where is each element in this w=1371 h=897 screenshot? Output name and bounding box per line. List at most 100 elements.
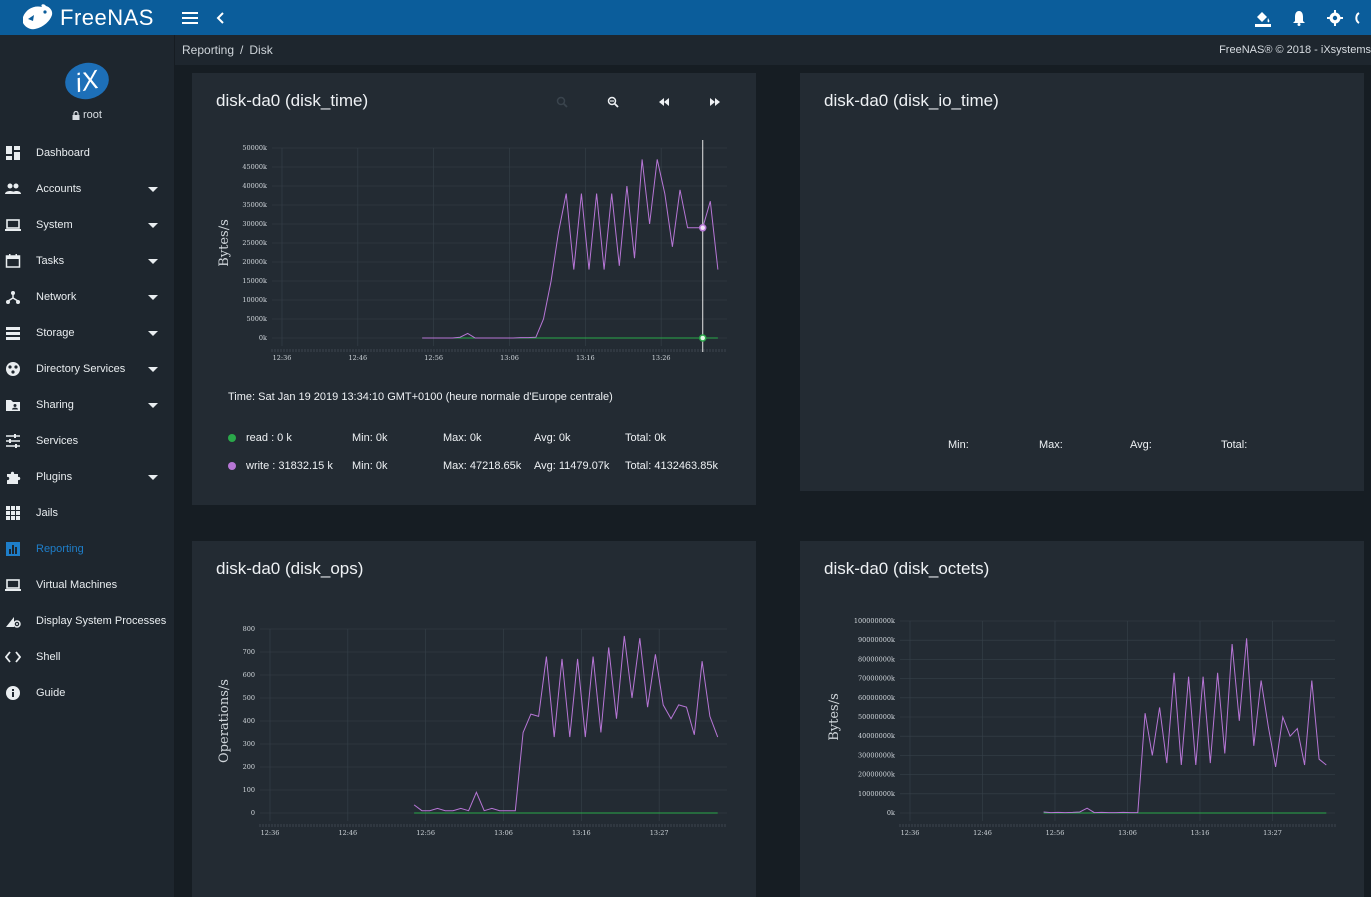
- y-tick-label: 300: [243, 740, 255, 748]
- sidebar-item-label: Plugins: [36, 471, 73, 483]
- sidebar-item-label: Tasks: [36, 255, 65, 267]
- sidebar-item-directory-services[interactable]: Directory Services: [0, 351, 174, 387]
- info-icon: [4, 684, 22, 702]
- card-disk-octets: disk-da0 (disk_octets) 0k 10000000k 200000…: [800, 541, 1364, 897]
- chevron-down-icon: [148, 223, 158, 228]
- sidebar-item-plugins[interactable]: Plugins: [0, 459, 174, 495]
- y-tick-label: 100000000k: [854, 617, 895, 625]
- sidebar-item-label: Dashboard: [36, 147, 90, 159]
- card-title: disk-da0 (disk_io_time): [824, 91, 999, 110]
- io-time-min: Min:: [948, 439, 969, 451]
- y-tick-label: 40000k: [242, 182, 267, 190]
- chevron-down-icon: [148, 187, 158, 192]
- zoom-in-icon[interactable]: [536, 93, 587, 111]
- x-tick-label: 12:36: [261, 829, 280, 837]
- x-tick-label: 13:16: [1191, 829, 1210, 837]
- zoom-out-icon[interactable]: [587, 93, 638, 111]
- gear-icon[interactable]: [1317, 0, 1353, 35]
- rewind-icon[interactable]: [638, 93, 689, 111]
- current-user[interactable]: root: [72, 109, 102, 121]
- y-tick-label: 10000000k: [858, 790, 895, 798]
- sidebar-item-label: Jails: [36, 507, 59, 519]
- sidebar-item-label: Directory Services: [36, 363, 126, 375]
- menu-icon[interactable]: [175, 0, 205, 35]
- sidebar-item-system[interactable]: System: [0, 207, 174, 243]
- disk-time-chart[interactable]: 0k 5000k 10000k 15000k 20000k 25000k 30000k 350…: [212, 133, 742, 378]
- y-axis-label: Bytes/s: [217, 219, 232, 267]
- sidebar-item-network[interactable]: Network: [0, 279, 174, 315]
- sidebar-item-tasks[interactable]: Tasks: [0, 243, 174, 279]
- freenas-logo[interactable]: FreeNAS: [0, 0, 175, 35]
- fast-forward-icon[interactable]: [689, 93, 740, 111]
- y-tick-label: 20000000k: [858, 771, 895, 779]
- y-axis-label: Operations/s: [217, 679, 232, 763]
- chart-tools: [536, 93, 740, 111]
- sidebar-item-label: Reporting: [36, 543, 84, 555]
- y-tick-label: 35000k: [242, 201, 267, 209]
- legend-read-min: Min: 0k: [352, 432, 388, 444]
- legend-read-max: Max: 0k: [443, 432, 482, 444]
- ixsystems-logo: iX: [61, 58, 113, 104]
- sidebar-item-display-system-processes[interactable]: Display System Processes: [0, 603, 174, 639]
- x-tick-label: 12:46: [338, 829, 357, 837]
- y-tick-label: 10000k: [242, 296, 267, 304]
- lock-icon: [72, 110, 80, 120]
- io-time-total: Total:: [1221, 439, 1248, 451]
- sidebar-item-label: Storage: [36, 327, 75, 339]
- sidebar-item-shell[interactable]: Shell: [0, 639, 174, 675]
- chevron-down-icon: [148, 331, 158, 336]
- card-title: disk-da0 (disk_ops): [216, 559, 364, 578]
- dashboard-icon: [4, 144, 22, 162]
- series-line-write: [1043, 638, 1327, 814]
- x-tick-label: 12:46: [973, 829, 992, 837]
- sidebar-item-label: Services: [36, 435, 79, 447]
- y-axis-label: Bytes/s: [827, 693, 842, 741]
- disk-octets-chart[interactable]: 0k 10000000k 20000000k 30000000k 40000000k 50…: [820, 601, 1350, 851]
- user-name: root: [83, 109, 102, 121]
- sidebar-item-jails[interactable]: Jails: [0, 495, 174, 531]
- breadcrumb: Reporting / Disk: [175, 35, 1371, 65]
- y-tick-label: 0k: [887, 809, 895, 817]
- sidebar-item-label: Shell: [36, 651, 61, 663]
- y-tick-label: 15000k: [242, 277, 267, 285]
- x-tick-label: 12:36: [901, 829, 920, 837]
- hover-time: Time: Sat Jan 19 2019 13:34:10 GMT+0100 …: [228, 391, 613, 403]
- y-tick-label: 20000k: [242, 258, 267, 266]
- legend-read-label: read : 0 k: [246, 432, 292, 444]
- disk-ops-chart[interactable]: 0 100 200 300 400 500 600 700 800 12:36 12:46 12:56…: [212, 611, 742, 851]
- breadcrumb-separator: /: [240, 43, 244, 57]
- breadcrumb-reporting[interactable]: Reporting: [182, 43, 235, 57]
- sidebar-item-virtual-machines[interactable]: Virtual Machines: [0, 567, 174, 603]
- sidebar-item-label: Virtual Machines: [36, 579, 118, 591]
- theme-bucket-icon[interactable]: [1245, 0, 1281, 35]
- legend-write: write : 31832.15 k Min: 0k Max: 47218.65…: [228, 459, 738, 473]
- power-icon[interactable]: [1353, 0, 1371, 35]
- sidebar-item-services[interactable]: Services: [0, 423, 174, 459]
- sidebar-item-sharing[interactable]: Sharing: [0, 387, 174, 423]
- x-tick-label: 12:46: [348, 354, 367, 362]
- y-tick-label: 600: [243, 671, 255, 679]
- chevron-left-icon[interactable]: [205, 0, 235, 35]
- x-tick-label: 13:06: [500, 354, 519, 362]
- y-tick-label: 60000000k: [858, 694, 895, 702]
- calendar-icon: [4, 252, 22, 270]
- y-tick-label: 25000k: [242, 239, 267, 247]
- sidebar-item-reporting[interactable]: Reporting: [0, 531, 174, 567]
- laptop-icon: [4, 216, 22, 234]
- sidebar: iX root Dashboard Accounts System Tasks Netw…: [0, 35, 175, 897]
- bell-icon[interactable]: [1281, 0, 1317, 35]
- x-tick-label: 12:56: [1046, 829, 1065, 837]
- sidebar-item-guide[interactable]: Guide: [0, 675, 174, 711]
- legend-read-avg: Avg: 0k: [534, 432, 571, 444]
- sidebar-item-storage[interactable]: Storage: [0, 315, 174, 351]
- sidebar-item-accounts[interactable]: Accounts: [0, 171, 174, 207]
- read-dot: [228, 434, 236, 442]
- y-tick-label: 40000000k: [858, 732, 895, 740]
- code-icon: [4, 648, 22, 666]
- sidebar-brand: iX root: [0, 35, 174, 135]
- io-time-avg: Avg:: [1130, 439, 1152, 451]
- grid-icon: [4, 504, 22, 522]
- y-tick-label: 30000000k: [858, 751, 895, 759]
- storage-icon: [4, 324, 22, 342]
- sidebar-item-dashboard[interactable]: Dashboard: [0, 135, 174, 171]
